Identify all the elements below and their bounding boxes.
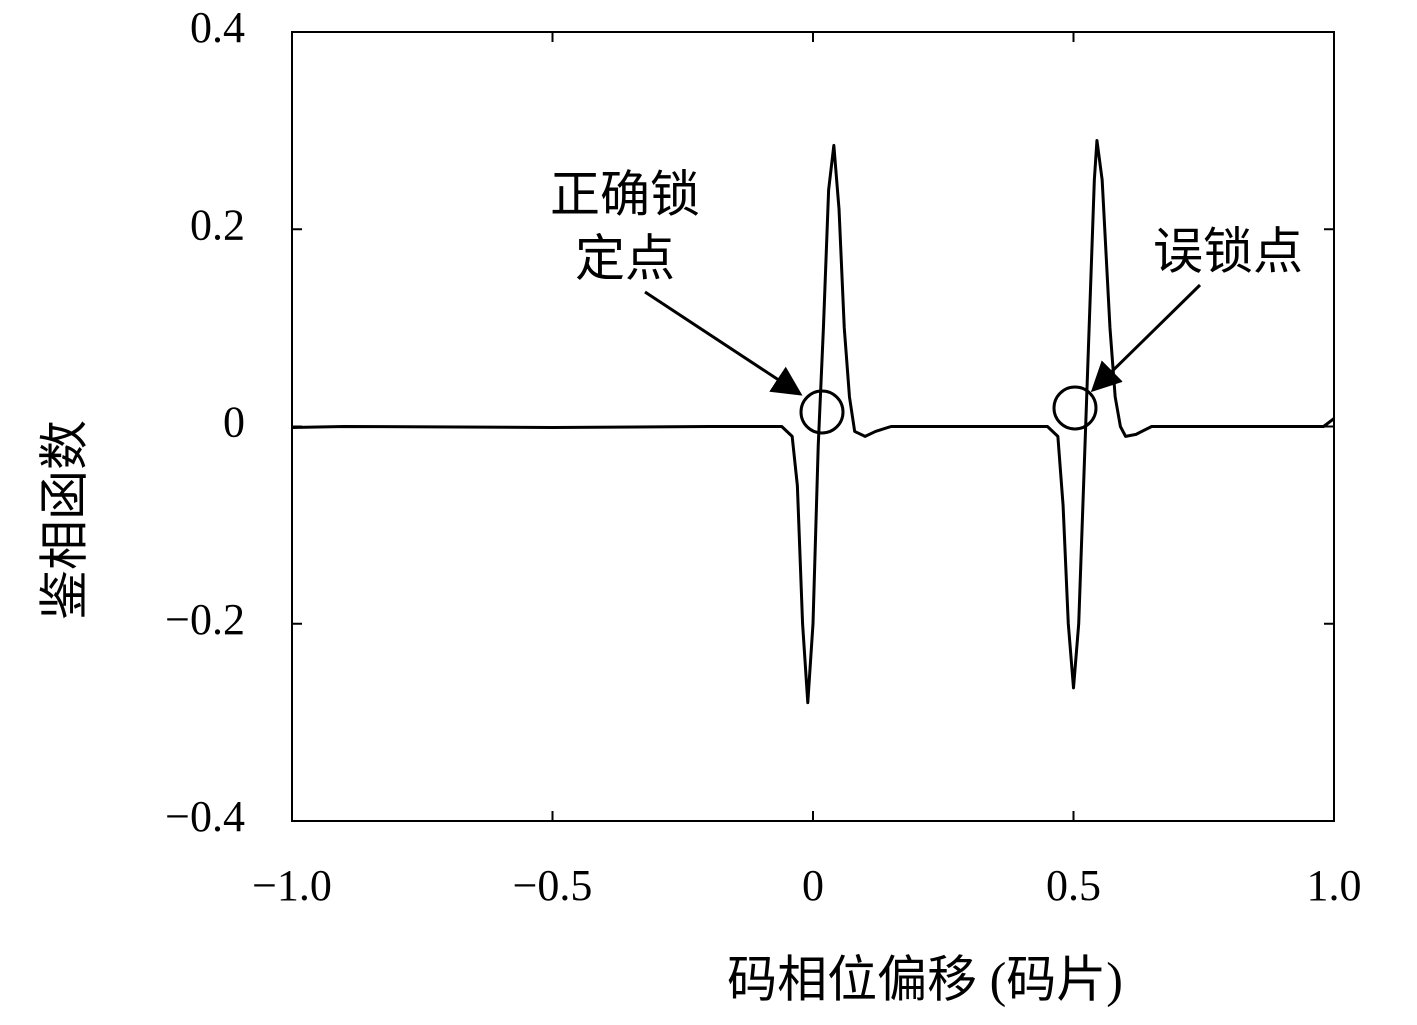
marker-circle <box>799 389 845 435</box>
arrow <box>1090 283 1202 393</box>
x-tick-label: 0 <box>802 861 824 910</box>
x-tick-label: −0.5 <box>513 861 593 910</box>
annotation: 定点 <box>575 230 675 288</box>
data-line <box>291 138 1335 705</box>
x-axis-label: 码相位偏移 (码片) <box>727 951 1123 1007</box>
y-tick-label: 0 <box>223 398 245 447</box>
annotation: 误锁点 <box>1153 223 1303 281</box>
y-tick-label: −0.2 <box>165 595 245 644</box>
y-tick-label: −0.4 <box>165 792 245 841</box>
annotation: 正确锁 <box>550 166 700 224</box>
marker-circle <box>1052 385 1098 431</box>
x-tick-label: −1.0 <box>252 861 332 910</box>
y-axis-label: 鉴相函数 <box>36 420 92 620</box>
x-tick-label: 0.5 <box>1046 861 1101 910</box>
y-tick-label: 0.4 <box>190 3 245 52</box>
x-tick-label: 1.0 <box>1307 861 1362 910</box>
arrow <box>644 290 803 396</box>
y-tick-label: 0.2 <box>190 200 245 249</box>
